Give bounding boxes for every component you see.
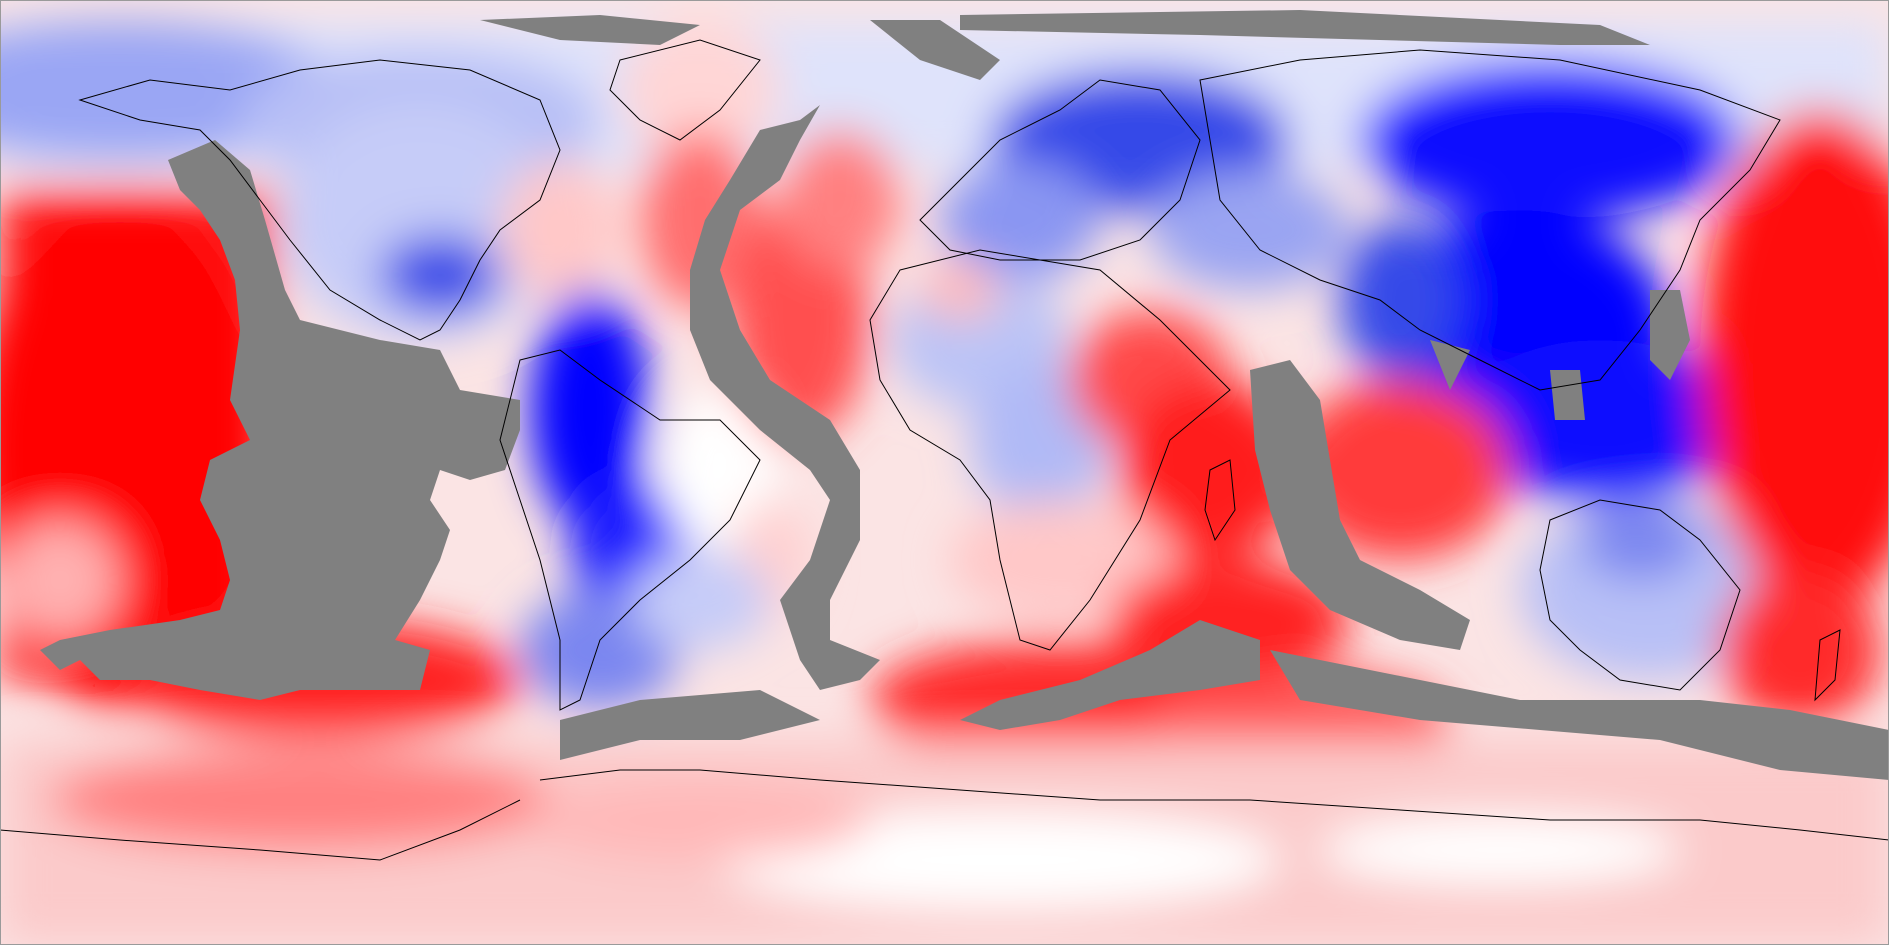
coast-new-zealand — [1814, 629, 1841, 702]
coast-asia — [1199, 49, 1781, 391]
coast-antarctica — [539, 769, 1889, 841]
coast-north-america — [78, 59, 561, 341]
mask-aus-antarctic — [1270, 650, 1889, 780]
mask-drake — [560, 690, 820, 760]
coast-africa — [869, 249, 1231, 651]
coast-greenland — [609, 39, 761, 141]
mask-indian-ridge — [1250, 360, 1470, 650]
coast-madagascar — [1204, 459, 1236, 542]
coast-south-america — [499, 349, 761, 711]
mask-wp-3 — [1430, 340, 1470, 390]
coast-antarctica-west — [0, 799, 521, 861]
coast-australia — [1539, 499, 1741, 691]
mask-east-pacific — [40, 140, 520, 700]
mask-wp-2 — [1550, 370, 1585, 420]
mask-arctic-2 — [870, 20, 1000, 80]
mask-north-atlantic-top — [480, 15, 700, 45]
mask-southwest-indian — [960, 620, 1260, 730]
mask-mid-atlantic — [690, 105, 880, 690]
coastlines — [0, 39, 1889, 861]
masked-regions — [40, 10, 1889, 780]
coast-europe — [919, 79, 1201, 261]
mask-arctic — [960, 10, 1650, 45]
mask-wp-1 — [1650, 290, 1690, 380]
